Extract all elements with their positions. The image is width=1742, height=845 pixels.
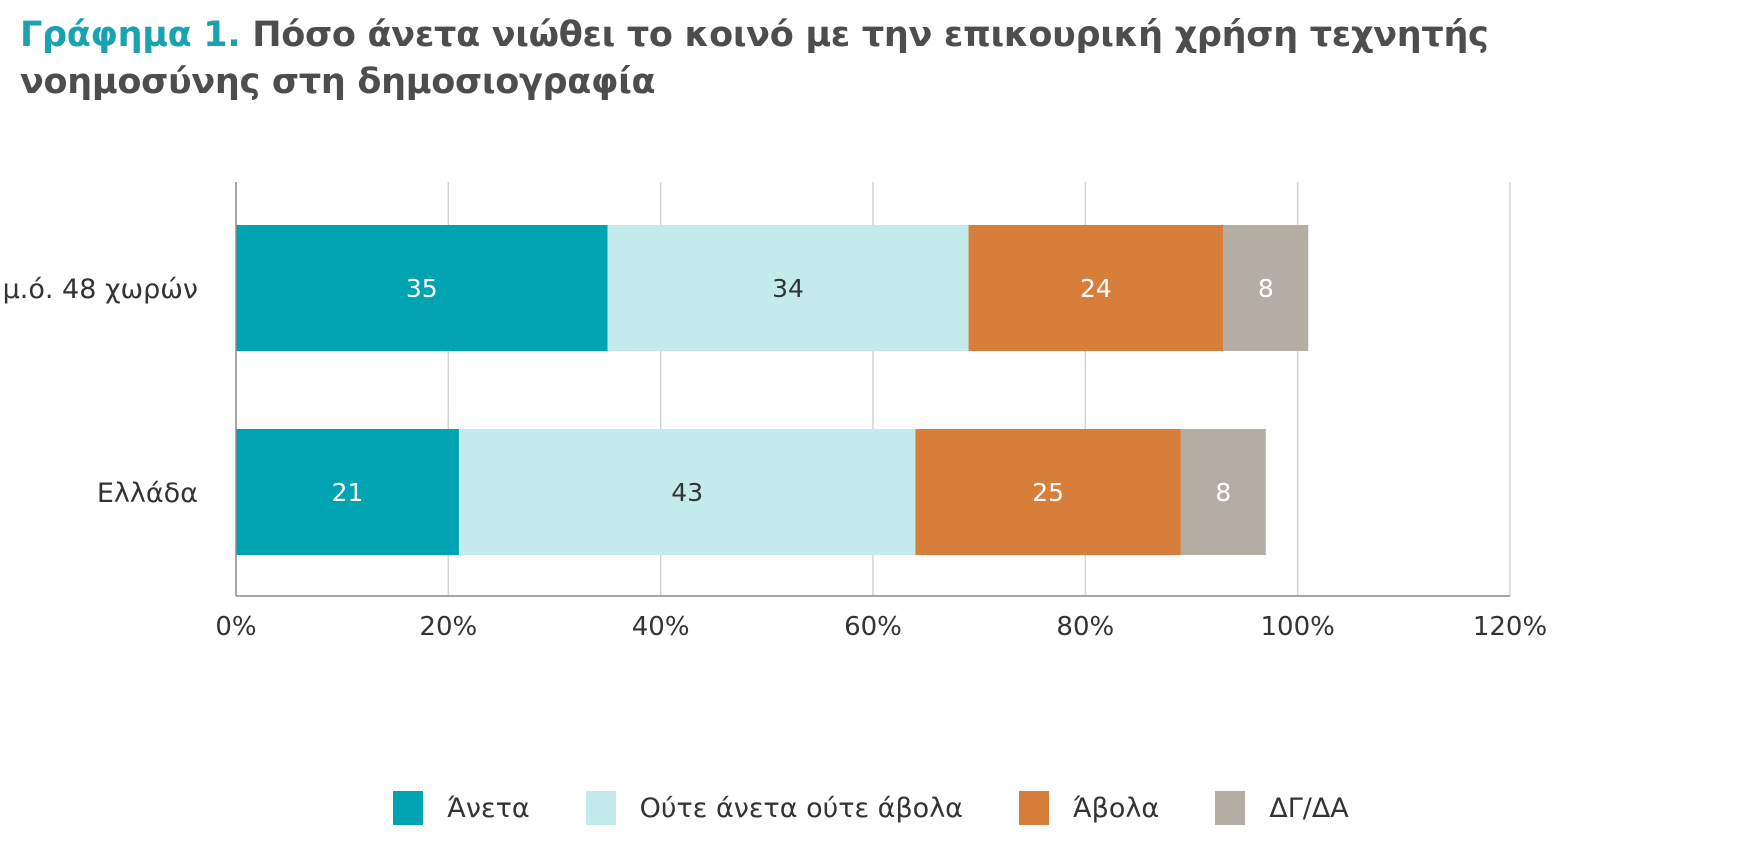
legend-swatch [1215, 791, 1246, 825]
x-tick-label: 80% [1056, 612, 1114, 642]
bar-segment [607, 225, 969, 351]
legend-label: Άνετα [447, 792, 530, 824]
chart-title-text: Πόσο άνετα νιώθει το κοινό με την επικου… [20, 15, 1489, 102]
bar-segment [968, 225, 1224, 351]
category-label: μ.ό. 48 χωρών [3, 274, 198, 305]
legend-item: ΔΓ/ΔΑ [1215, 791, 1349, 825]
data-label: 35 [406, 274, 438, 303]
legend-label: ΔΓ/ΔΑ [1269, 792, 1349, 824]
legend-label: Ούτε άνετα ούτε άβολα [639, 792, 963, 824]
data-label: 8 [1258, 274, 1274, 303]
data-label: 8 [1215, 478, 1231, 507]
x-tick-label: 120% [1473, 612, 1547, 642]
x-tick-label: 0% [215, 612, 256, 642]
data-label: 25 [1032, 478, 1064, 507]
labels: 0% 20% 40% 60% 80% 100% 120% 35 34 24 8 μ.ό. 48 χωρ… [3, 274, 1548, 642]
bars [236, 225, 1309, 555]
category-label: Ελλάδα [97, 478, 198, 509]
x-tick-label: 20% [419, 612, 477, 642]
data-label: 21 [332, 478, 364, 507]
legend-item: Άβολα [1018, 791, 1160, 825]
legend-label: Άβολα [1072, 792, 1160, 824]
chart-legend: Άνετα Ούτε άνετα ούτε άβολα Άβολα ΔΓ/ΔΑ [0, 786, 1742, 830]
data-label: 43 [671, 478, 703, 507]
chart-title: Γράφημα 1. Πόσο άνετα νιώθει το κοινό με… [20, 12, 1520, 106]
data-label: 24 [1080, 274, 1112, 303]
x-tick-label: 100% [1260, 612, 1334, 642]
bar-segment [1180, 429, 1266, 555]
bar-segment [236, 429, 459, 555]
bar-segment [1223, 225, 1309, 351]
legend-swatch [1018, 791, 1049, 825]
chart-title-lead: Γράφημα 1. [20, 15, 241, 55]
data-label: 34 [772, 274, 804, 303]
legend-swatch [393, 791, 424, 825]
legend-item: Ούτε άνετα ούτε άβολα [585, 791, 963, 825]
bar-segment [458, 429, 916, 555]
x-tick-label: 60% [844, 612, 902, 642]
x-tick-label: 40% [632, 612, 690, 642]
bar-segment [236, 225, 608, 351]
legend-item: Άνετα [393, 791, 530, 825]
bar-segment [915, 429, 1181, 555]
axes [235, 182, 1510, 597]
legend-swatch [585, 791, 616, 825]
